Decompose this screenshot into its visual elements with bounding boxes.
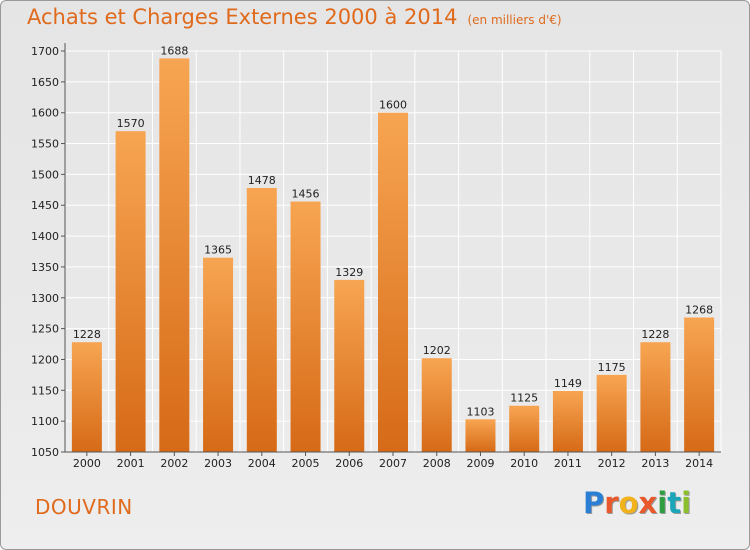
y-tick-label: 1400 — [31, 230, 59, 243]
bar — [334, 279, 365, 452]
y-tick-label: 1350 — [31, 261, 59, 274]
bar — [71, 342, 102, 452]
bar — [378, 112, 408, 452]
y-axis: 1050 1100 1150 1200 1250 1300 1350 1400 1450 1500… — [31, 43, 66, 459]
bars: 1228 1570 1688 1365 1478 1456 1329 1600 1202 1103… — [71, 44, 715, 453]
bar — [246, 187, 277, 453]
data-label: 1329 — [335, 266, 363, 279]
x-tick-label: 2014 — [685, 457, 713, 470]
bar — [290, 201, 321, 452]
bar — [596, 374, 627, 452]
x-tick-label: 2011 — [554, 457, 582, 470]
city-name: DOUVRIN — [35, 495, 133, 519]
bar — [465, 419, 496, 452]
x-tick-label: 2000 — [73, 457, 101, 470]
bar — [640, 342, 671, 452]
data-label: 1268 — [685, 304, 713, 317]
x-tick-label: 2007 — [379, 457, 407, 470]
bar — [159, 58, 190, 452]
chart-subtitle: (en milliers d'€) — [467, 13, 562, 27]
proxiti-logo: Proxiti — [583, 486, 691, 520]
x-axis: 2000 2001 2002 2003 2004 2005 2006 2007 2008 2009… — [65, 451, 721, 470]
logo-letter: P — [583, 486, 605, 520]
x-tick-label: 2001 — [117, 457, 145, 470]
bar — [115, 131, 146, 452]
bar — [509, 405, 540, 452]
chart-title: Achats et Charges Externes 2000 à 2014 (e… — [27, 5, 562, 29]
y-tick-label: 1600 — [31, 107, 59, 120]
logo-letter: i — [681, 486, 692, 520]
x-tick-label: 2005 — [292, 457, 320, 470]
data-label: 1228 — [641, 328, 669, 341]
y-tick-label: 1500 — [31, 168, 59, 181]
y-tick-label: 1150 — [31, 384, 59, 397]
data-label: 1688 — [160, 44, 188, 57]
logo-letter: o — [618, 486, 639, 520]
y-tick-label: 1050 — [31, 446, 59, 459]
bar — [421, 358, 452, 452]
y-tick-label: 1700 — [31, 45, 59, 58]
x-tick-label: 2012 — [598, 457, 626, 470]
data-label: 1175 — [598, 361, 626, 374]
bar — [684, 317, 715, 452]
data-label: 1228 — [73, 328, 101, 341]
x-tick-label: 2004 — [248, 457, 276, 470]
y-tick-label: 1250 — [31, 323, 59, 336]
x-tick-label: 2006 — [335, 457, 363, 470]
x-tick-label: 2009 — [466, 457, 494, 470]
chart-title-text: Achats et Charges Externes 2000 à 2014 — [27, 5, 458, 29]
data-label: 1149 — [554, 377, 582, 390]
data-label: 1103 — [466, 405, 494, 418]
x-tick-label: 2002 — [160, 457, 188, 470]
data-label: 1570 — [117, 117, 145, 130]
logo-letter: x — [638, 486, 658, 520]
y-tick-label: 1300 — [31, 292, 59, 305]
data-label: 1202 — [423, 344, 451, 357]
bar — [203, 257, 234, 452]
data-label: 1600 — [379, 99, 407, 112]
x-tick-label: 2003 — [204, 457, 232, 470]
x-tick-label: 2010 — [510, 457, 538, 470]
x-tick-label: 2008 — [423, 457, 451, 470]
y-tick-label: 1450 — [31, 199, 59, 212]
x-tick-label: 2013 — [641, 457, 669, 470]
logo-letter: t — [667, 486, 682, 520]
y-tick-label: 1200 — [31, 353, 59, 366]
data-label: 1125 — [510, 392, 538, 405]
logo-letter: i — [657, 486, 668, 520]
logo-letter: r — [604, 486, 619, 520]
y-tick-label: 1550 — [31, 138, 59, 151]
data-label: 1365 — [204, 244, 232, 257]
data-label: 1456 — [292, 188, 320, 201]
y-tick-label: 1100 — [31, 415, 59, 428]
data-label: 1478 — [248, 174, 276, 187]
bar — [552, 390, 583, 452]
y-tick-label: 1650 — [31, 76, 59, 89]
